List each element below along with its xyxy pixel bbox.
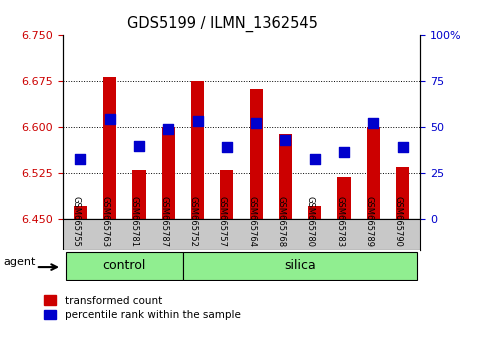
Bar [74, 206, 87, 219]
Point [194, 119, 201, 124]
FancyBboxPatch shape [66, 252, 183, 280]
Text: silica: silica [284, 259, 316, 272]
Point [399, 144, 407, 150]
Text: GSM665764: GSM665764 [247, 196, 256, 247]
FancyBboxPatch shape [183, 252, 417, 280]
Text: GSM665763: GSM665763 [100, 196, 110, 247]
Point [369, 120, 377, 125]
Text: agent: agent [3, 257, 36, 267]
Text: GSM665768: GSM665768 [276, 196, 285, 247]
Text: GSM665789: GSM665789 [364, 196, 373, 247]
Point [135, 143, 143, 149]
Bar [191, 81, 204, 219]
Text: GSM665752: GSM665752 [188, 196, 198, 247]
Bar [367, 127, 380, 219]
Bar [279, 133, 292, 219]
Text: GSM665783: GSM665783 [335, 196, 344, 247]
Bar [308, 206, 321, 219]
Bar [338, 177, 351, 219]
Text: GSM665787: GSM665787 [159, 196, 168, 247]
Text: GSM665780: GSM665780 [306, 196, 315, 247]
Point [311, 156, 319, 162]
Bar [103, 76, 116, 219]
Point [340, 149, 348, 155]
Bar [132, 170, 145, 219]
Point [252, 120, 260, 125]
Bar [396, 167, 409, 219]
Legend: transformed count, percentile rank within the sample: transformed count, percentile rank withi… [44, 296, 241, 320]
Bar [250, 89, 263, 219]
Text: GSM665781: GSM665781 [130, 196, 139, 247]
Point [223, 144, 231, 150]
Text: control: control [102, 259, 146, 272]
Bar [162, 127, 175, 219]
Point [106, 116, 114, 122]
Bar [220, 170, 233, 219]
Point [282, 137, 289, 143]
Point [76, 156, 84, 162]
Text: GSM665757: GSM665757 [218, 196, 227, 247]
Text: GSM665790: GSM665790 [394, 196, 403, 247]
Text: GDS5199 / ILMN_1362545: GDS5199 / ILMN_1362545 [127, 16, 318, 32]
Point [164, 126, 172, 131]
Text: GSM665755: GSM665755 [71, 196, 80, 247]
